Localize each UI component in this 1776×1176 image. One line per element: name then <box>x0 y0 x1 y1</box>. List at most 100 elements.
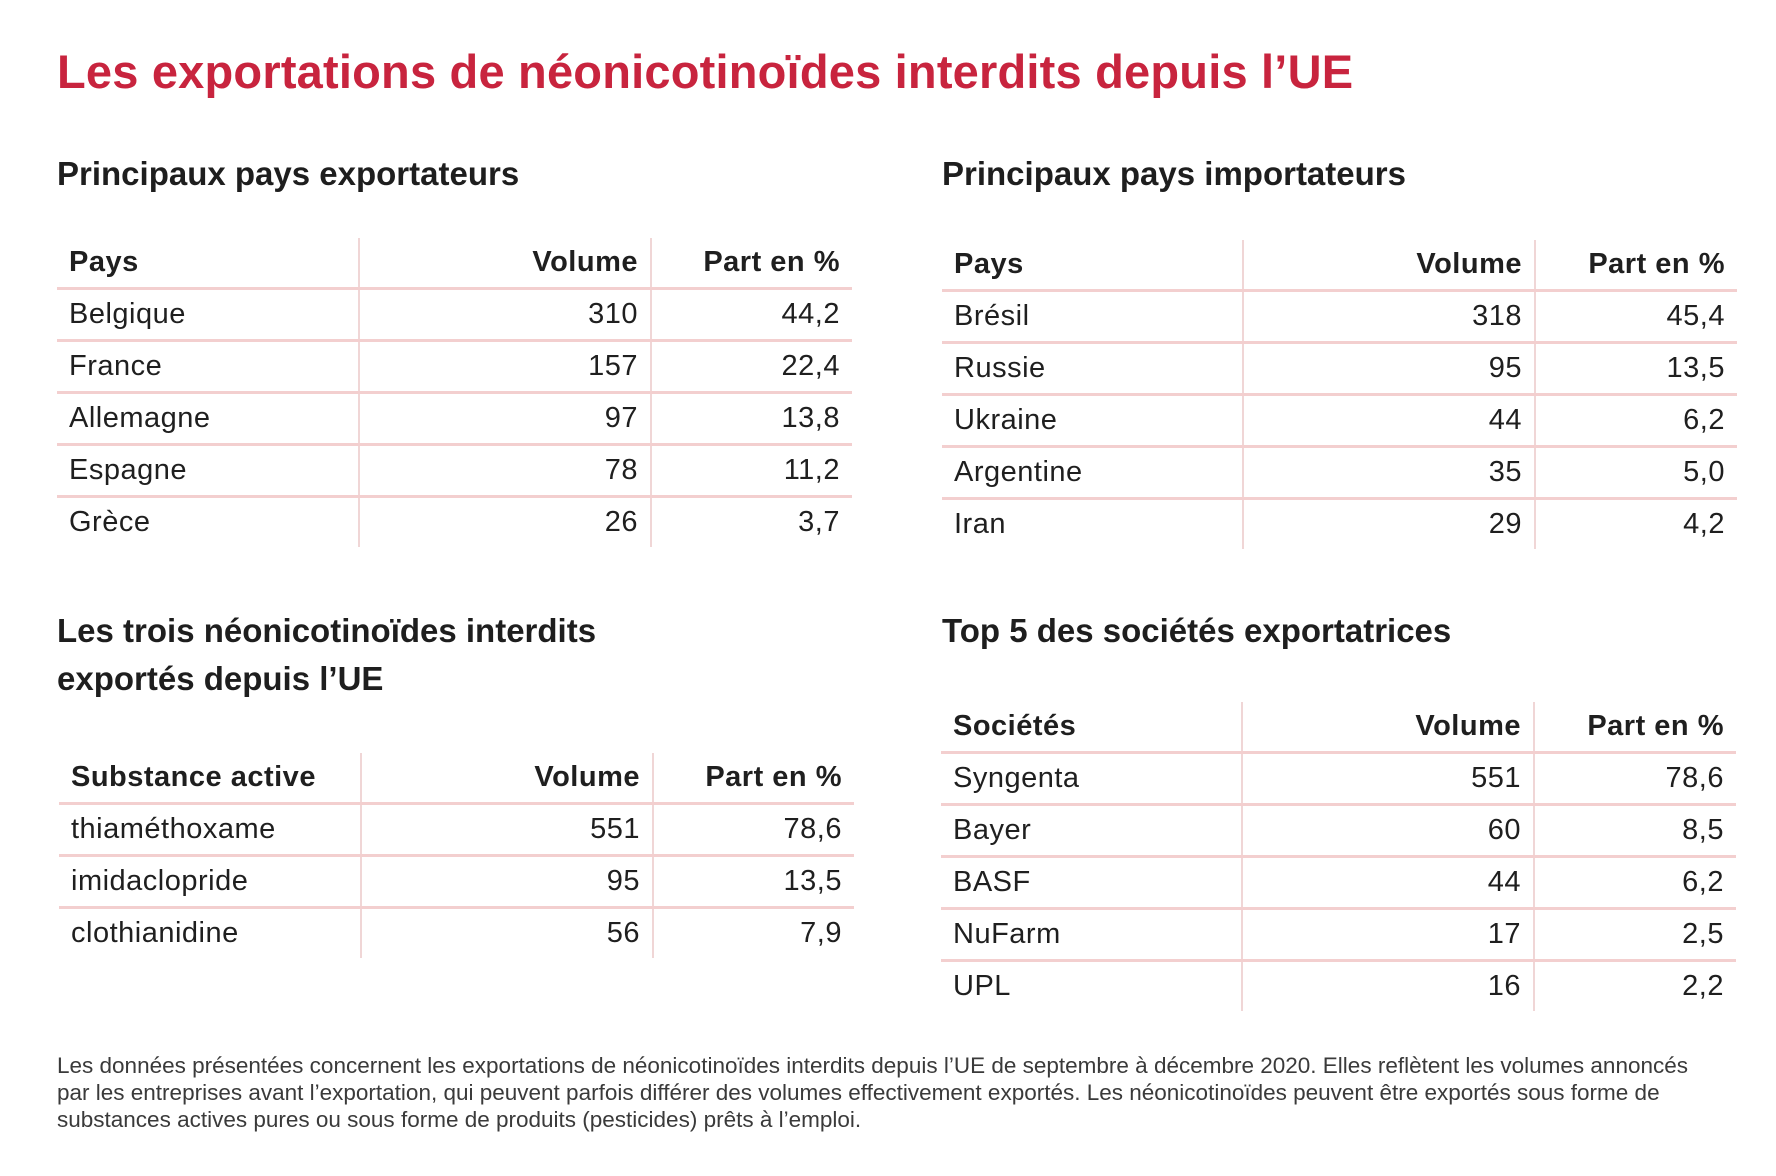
volume-cell: 44 <box>1243 394 1536 448</box>
footnote: Les données présentées concernent les ex… <box>57 1053 1688 1132</box>
table-header-row: Pays Volume Part en % <box>942 240 1737 292</box>
column-header-substance: Substance active <box>59 753 362 805</box>
substances-table: Substance active Volume Part en % thiamé… <box>59 753 854 958</box>
column-header-share: Part en % <box>1535 240 1737 292</box>
column-header-volume: Volume <box>1242 702 1535 754</box>
table-row: clothianidine 56 7,9 <box>59 907 854 958</box>
table-row: Espagne 78 11,2 <box>57 444 852 498</box>
company-cell: UPL <box>941 960 1243 1011</box>
share-cell: 13,5 <box>653 855 854 909</box>
table-row: Bayer 60 8,5 <box>941 804 1736 858</box>
company-cell: BASF <box>941 856 1243 910</box>
substances-section: Les trois néonicotinoïdes interdits expo… <box>57 607 596 703</box>
companies-title: Top 5 des sociétés exportatrices <box>942 612 1452 649</box>
column-header-volume: Volume <box>361 753 654 805</box>
share-cell: 13,5 <box>1535 342 1737 396</box>
volume-cell: 16 <box>1242 960 1535 1011</box>
column-header-volume: Volume <box>1243 240 1536 292</box>
column-header-share: Part en % <box>651 238 852 290</box>
volume-cell: 29 <box>1243 498 1536 549</box>
company-cell: Bayer <box>941 804 1243 858</box>
table-header-row: Sociétés Volume Part en % <box>941 702 1736 754</box>
volume-cell: 44 <box>1242 856 1535 910</box>
importers-table: Pays Volume Part en % Brésil 318 45,4 Ru… <box>942 240 1737 549</box>
volume-cell: 60 <box>1242 804 1535 858</box>
importers-section: Principaux pays importateurs <box>942 150 1406 198</box>
volume-cell: 17 <box>1242 908 1535 962</box>
share-cell: 5,0 <box>1535 446 1737 500</box>
share-cell: 13,8 <box>651 392 852 446</box>
country-cell: Allemagne <box>57 392 360 446</box>
volume-cell: 95 <box>361 855 654 909</box>
table-header-row: Pays Volume Part en % <box>57 238 852 290</box>
substance-cell: thiaméthoxame <box>59 803 362 857</box>
country-cell: Grèce <box>57 496 360 547</box>
table-row: NuFarm 17 2,5 <box>941 908 1736 962</box>
share-cell: 2,2 <box>1682 970 1724 1002</box>
column-header-share: Part en % <box>1534 702 1736 754</box>
share-cell: 6,2 <box>1534 856 1736 910</box>
company-cell: NuFarm <box>941 908 1243 962</box>
table-row: France 157 22,4 <box>57 340 852 394</box>
companies-section: Top 5 des sociétés exportatrices <box>942 607 1451 655</box>
substances-title-line2: exportés depuis l’UE <box>57 660 384 697</box>
volume-cell: 35 <box>1243 446 1536 500</box>
share-cell: 78,6 <box>1534 752 1736 806</box>
share-cell: 7,9 <box>800 917 842 949</box>
share-cell: 78,6 <box>653 803 854 857</box>
table-row: Belgique 310 44,2 <box>57 288 852 342</box>
volume-cell: 26 <box>359 496 652 547</box>
column-header-company: Sociétés <box>941 702 1243 754</box>
importers-title: Principaux pays importateurs <box>942 155 1406 192</box>
substance-cell: clothianidine <box>59 907 362 958</box>
column-header-volume: Volume <box>359 238 652 290</box>
table-row: BASF 44 6,2 <box>941 856 1736 910</box>
country-cell: France <box>57 340 360 394</box>
table-row: UPL 16 2,2 <box>941 960 1736 1011</box>
volume-cell: 551 <box>1242 752 1535 806</box>
share-cell: 44,2 <box>651 288 852 342</box>
exporters-table: Pays Volume Part en % Belgique 310 44,2 … <box>57 238 852 547</box>
table-row: Brésil 318 45,4 <box>942 290 1737 344</box>
country-cell: Iran <box>942 498 1244 549</box>
table-row: Ukraine 44 6,2 <box>942 394 1737 448</box>
share-cell: 22,4 <box>651 340 852 394</box>
volume-cell: 78 <box>359 444 652 498</box>
table-row: Russie 95 13,5 <box>942 342 1737 396</box>
substance-cell: imidaclopride <box>59 855 362 909</box>
share-cell: 45,4 <box>1535 290 1737 344</box>
column-header-share: Part en % <box>653 753 854 805</box>
exporters-section: Principaux pays exportateurs <box>57 150 519 198</box>
country-cell: Argentine <box>942 446 1244 500</box>
company-cell: Syngenta <box>941 752 1243 806</box>
share-cell: 8,5 <box>1534 804 1736 858</box>
country-cell: Russie <box>942 342 1244 396</box>
table-row: imidaclopride 95 13,5 <box>59 855 854 909</box>
share-cell: 3,7 <box>798 506 840 538</box>
country-cell: Belgique <box>57 288 360 342</box>
exporters-title: Principaux pays exportateurs <box>57 155 520 192</box>
table-row: Syngenta 551 78,6 <box>941 752 1736 806</box>
table-row: thiaméthoxame 551 78,6 <box>59 803 854 857</box>
volume-cell: 310 <box>359 288 652 342</box>
volume-cell: 95 <box>1243 342 1536 396</box>
country-cell: Espagne <box>57 444 360 498</box>
table-row: Allemagne 97 13,8 <box>57 392 852 446</box>
volume-cell: 318 <box>1243 290 1536 344</box>
share-cell: 6,2 <box>1535 394 1737 448</box>
table-row: Iran 29 4,2 <box>942 498 1737 549</box>
column-header-country: Pays <box>57 238 360 290</box>
table-row: Argentine 35 5,0 <box>942 446 1737 500</box>
substances-title-line1: Les trois néonicotinoïdes interdits <box>57 612 597 649</box>
volume-cell: 551 <box>361 803 654 857</box>
volume-cell: 157 <box>359 340 652 394</box>
volume-cell: 97 <box>359 392 652 446</box>
table-header-row: Substance active Volume Part en % <box>59 753 854 805</box>
volume-cell: 56 <box>361 907 654 958</box>
country-cell: Brésil <box>942 290 1244 344</box>
page-title: Les exportations de néonicotinoïdes inte… <box>57 45 1354 98</box>
column-header-country: Pays <box>942 240 1244 292</box>
share-cell: 11,2 <box>651 444 852 498</box>
share-cell: 4,2 <box>1683 508 1725 540</box>
companies-table: Sociétés Volume Part en % Syngenta 551 7… <box>941 702 1736 1011</box>
